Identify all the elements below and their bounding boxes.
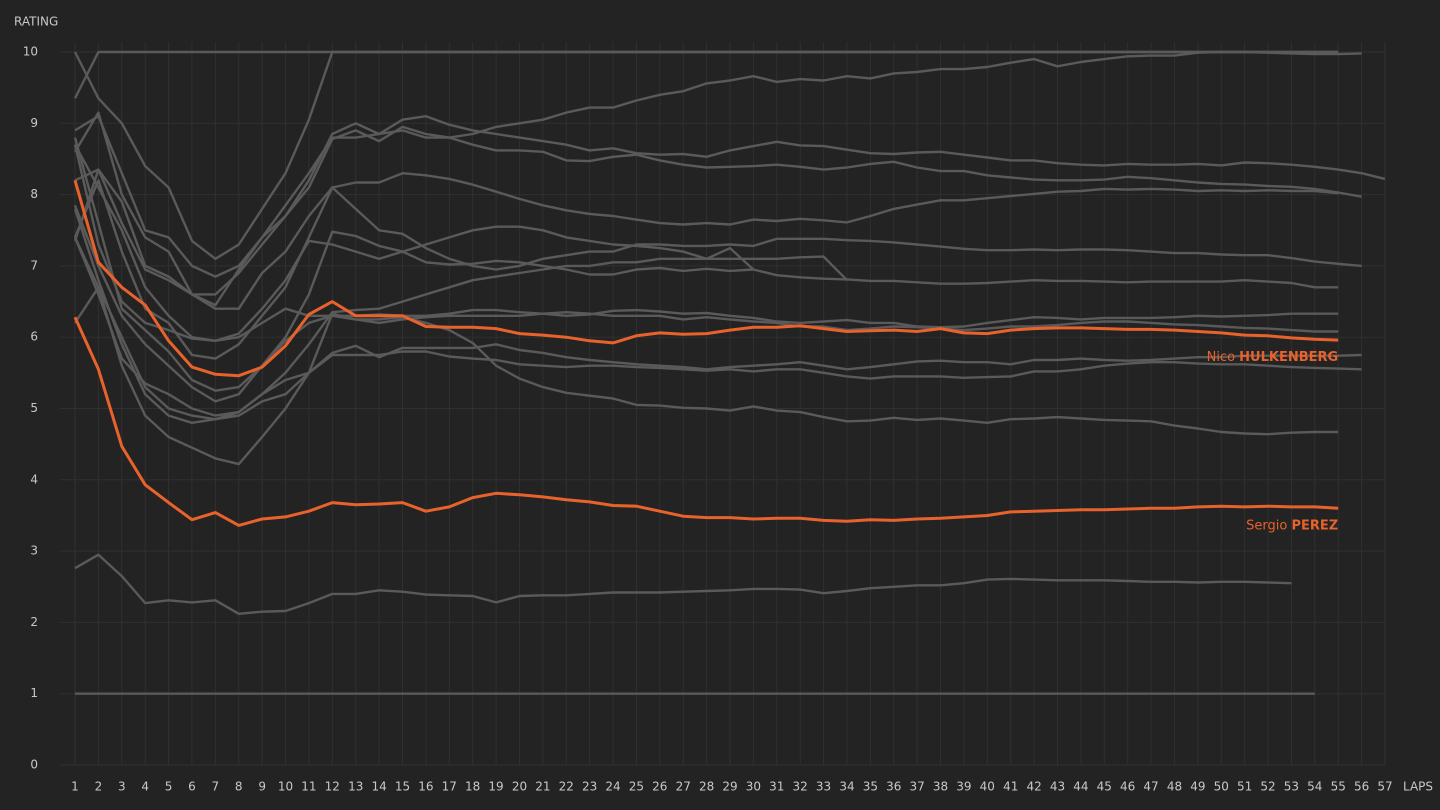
- x-tick-label: 46: [1120, 780, 1135, 794]
- driver-label: Nico HULKENBERG: [1207, 350, 1339, 365]
- x-tick-label: 15: [395, 780, 410, 794]
- highlight-line: [73, 316, 1339, 527]
- x-tick-label: 13: [348, 780, 363, 794]
- y-tick-label: 10: [23, 45, 38, 59]
- driver-line: [74, 115, 1362, 278]
- x-tick-label: 51: [1237, 780, 1252, 794]
- x-tick-label: 14: [371, 780, 386, 794]
- driver-line: [73, 50, 1339, 260]
- x-tick-label: 29: [722, 780, 737, 794]
- x-tick-label: 32: [793, 780, 808, 794]
- x-tick-label: 35: [863, 780, 878, 794]
- x-tick-label: 3: [118, 780, 126, 794]
- x-tick-label: 27: [676, 780, 691, 794]
- driver-line: [73, 168, 1362, 310]
- y-tick-label: 7: [30, 258, 38, 272]
- x-tick-label: 24: [605, 780, 620, 794]
- driver-line: [73, 172, 1339, 360]
- driver-line: [73, 137, 1339, 392]
- x-tick-label: 19: [488, 780, 503, 794]
- x-tick-label: 41: [1003, 780, 1018, 794]
- x-tick-label: 39: [956, 780, 971, 794]
- y-tick-label: 5: [30, 401, 38, 415]
- x-tick-label: 10: [278, 780, 293, 794]
- x-tick-label: 45: [1097, 780, 1112, 794]
- x-tick-label: 9: [258, 780, 266, 794]
- driver-last-name: HULKENBERG: [1239, 350, 1338, 365]
- y-tick-label: 3: [30, 544, 38, 558]
- y-tick-label: 6: [30, 330, 38, 344]
- driver-label: Sergio PEREZ: [1246, 518, 1338, 533]
- driver-line: [73, 236, 1362, 417]
- driver-last-name: PEREZ: [1291, 518, 1338, 533]
- x-tick-label: 30: [746, 780, 761, 794]
- x-axis-title: LAPS: [1403, 780, 1433, 794]
- y-tick-label: 2: [30, 615, 38, 629]
- driver-first-name: Nico: [1207, 350, 1235, 365]
- x-tick-label: 28: [699, 780, 714, 794]
- driver-line: [73, 286, 1339, 466]
- y-tick-label: 8: [30, 187, 38, 201]
- x-tick-label: 49: [1190, 780, 1205, 794]
- x-tick-label: 23: [582, 780, 597, 794]
- x-tick-label: 38: [933, 780, 948, 794]
- x-tick-label: 21: [535, 780, 550, 794]
- x-tick-label: 5: [165, 780, 173, 794]
- x-tick-label: 36: [886, 780, 901, 794]
- y-tick-label: 1: [30, 686, 38, 700]
- y-tick-label: 9: [30, 116, 38, 130]
- driver-line: [74, 553, 1292, 615]
- x-tick-label: 52: [1260, 780, 1275, 794]
- driver-first-name: Sergio: [1246, 518, 1287, 533]
- x-tick-label: 1: [71, 780, 79, 794]
- x-tick-label: 57: [1377, 780, 1392, 794]
- x-tick-label: 44: [1073, 780, 1088, 794]
- x-tick-label: 12: [325, 780, 340, 794]
- x-tick-label: 43: [1050, 780, 1065, 794]
- x-tick-label: 8: [235, 780, 243, 794]
- x-tick-label: 17: [442, 780, 457, 794]
- x-tick-label: 33: [816, 780, 831, 794]
- x-tick-label: 31: [769, 780, 784, 794]
- x-tick-label: 55: [1331, 780, 1346, 794]
- x-tick-label: 6: [188, 780, 196, 794]
- y-axis-title: RATING: [14, 15, 58, 29]
- driver-line: [73, 144, 755, 342]
- x-tick-label: 37: [910, 780, 925, 794]
- driver-line: [73, 144, 1339, 342]
- x-tick-label: 7: [212, 780, 220, 794]
- x-tick-label: 4: [141, 780, 149, 794]
- driver-line: [73, 50, 1362, 307]
- x-tick-label: 18: [465, 780, 480, 794]
- driver-line: [73, 236, 848, 421]
- driver-line: [73, 208, 1362, 424]
- x-tick-label: 53: [1284, 780, 1299, 794]
- y-tick-label: 0: [30, 758, 38, 772]
- x-tick-label: 56: [1354, 780, 1369, 794]
- x-tick-label: 48: [1167, 780, 1182, 794]
- x-tick-label: 47: [1143, 780, 1158, 794]
- x-tick-label: 54: [1307, 780, 1322, 794]
- highlight-line: [73, 179, 1339, 378]
- x-tick-label: 40: [980, 780, 995, 794]
- x-tick-label: 42: [1026, 780, 1041, 794]
- driver-line: [73, 204, 1339, 403]
- x-tick-label: 11: [301, 780, 316, 794]
- x-tick-label: 2: [95, 780, 103, 794]
- x-tick-label: 34: [839, 780, 854, 794]
- x-tick-label: 20: [512, 780, 527, 794]
- x-tick-label: 25: [629, 780, 644, 794]
- x-tick-label: 50: [1214, 780, 1229, 794]
- y-tick-label: 4: [30, 472, 38, 486]
- x-tick-label: 22: [559, 780, 574, 794]
- x-tick-label: 16: [418, 780, 433, 794]
- x-tick-label: 26: [652, 780, 667, 794]
- driver-line: [74, 115, 1386, 296]
